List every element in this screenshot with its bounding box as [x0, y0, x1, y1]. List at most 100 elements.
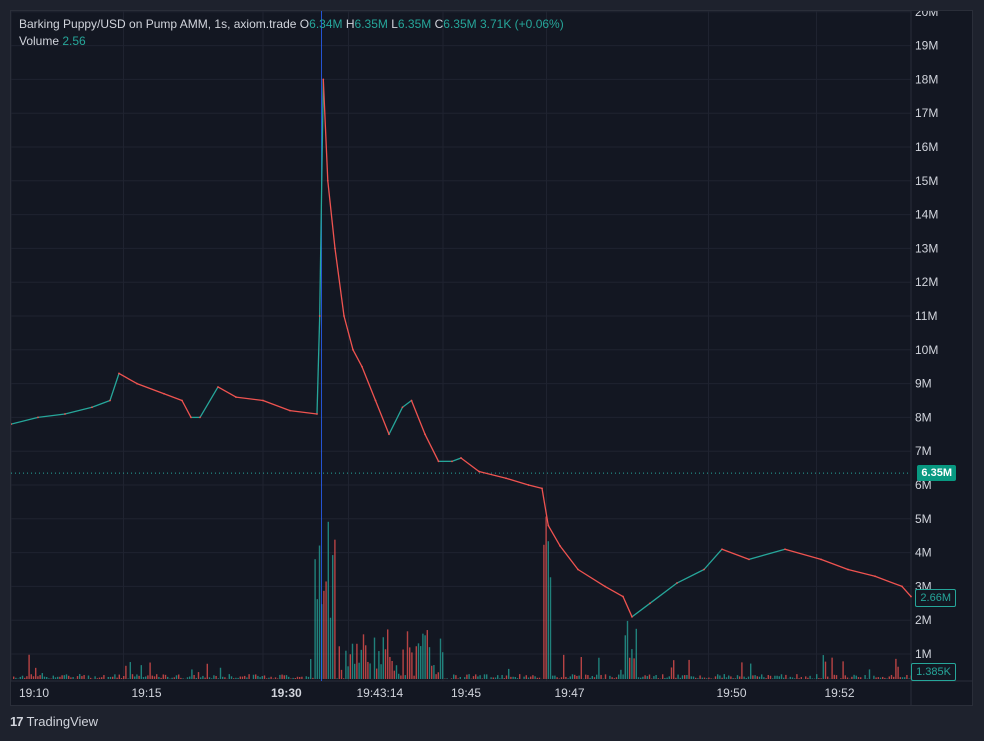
- volume-bar: [769, 675, 772, 679]
- volume-bar: [620, 669, 622, 679]
- volume-bar: [587, 675, 589, 679]
- chart-pane[interactable]: 1M 2M 3M 4M 5M 6M 7M 8M 9M 10M 11M 12M 13M 14M 15M 16M 1…: [10, 10, 973, 706]
- volume-bar: [578, 675, 580, 679]
- price-point: [64, 413, 66, 415]
- volume-bar: [384, 649, 387, 679]
- volume-bar: [46, 676, 48, 679]
- price-segment: [547, 525, 561, 547]
- volume-bar: [96, 678, 98, 679]
- volume-bar: [648, 674, 651, 679]
- volume-bar: [417, 643, 420, 679]
- volume-bar: [688, 659, 690, 679]
- volume-bar: [94, 676, 96, 679]
- price-chart[interactable]: 1M2M3M4M5M6M7M8M9M10M11M12M13M14M15M16M1…: [11, 11, 973, 706]
- volume-bar: [527, 677, 530, 679]
- volume-bar: [785, 674, 787, 679]
- volume-bar: [327, 521, 329, 679]
- volume-bar: [499, 678, 501, 679]
- volume-bar: [127, 678, 129, 679]
- volume-bar: [114, 674, 116, 679]
- price-point: [460, 457, 462, 459]
- volume-bar: [351, 643, 354, 679]
- symbol-title: Barking Puppy/USD on Pump AMM, 1s, axiom…: [19, 17, 297, 31]
- volume-bar: [354, 663, 356, 679]
- volume-bar: [369, 663, 371, 679]
- volume-bar: [741, 662, 743, 679]
- volume-bar: [314, 559, 316, 679]
- volume-bar: [367, 661, 369, 679]
- volume-bar: [268, 677, 270, 679]
- volume-bar: [189, 676, 191, 679]
- volume-bar: [24, 677, 26, 679]
- volume-bar: [622, 674, 624, 679]
- y-tick-label: 12M: [915, 275, 938, 289]
- volume-bar: [670, 667, 673, 679]
- price-point: [604, 585, 606, 588]
- volume-bar: [422, 633, 424, 679]
- price-point: [199, 416, 201, 419]
- price-segment: [388, 406, 404, 435]
- volume-bar: [90, 677, 92, 679]
- volume-bar: [879, 677, 882, 679]
- volume-bar: [340, 669, 343, 679]
- volume-bar: [224, 677, 226, 679]
- volume-bar: [840, 678, 842, 679]
- y-tick-label: 4M: [915, 546, 932, 560]
- volume-bar: [664, 677, 666, 679]
- volume-bar: [233, 678, 235, 679]
- volume-bar: [686, 675, 688, 679]
- price-segment: [478, 470, 507, 479]
- y-tick-label: 18M: [915, 72, 938, 86]
- volume-value: 2.56: [62, 34, 86, 48]
- volume-bar: [809, 675, 811, 679]
- volume-bar: [888, 676, 890, 679]
- volume-bar: [855, 675, 857, 679]
- price-point: [847, 568, 849, 571]
- volume-bar: [415, 646, 417, 679]
- volume-bar: [882, 676, 884, 679]
- volume-bar: [180, 677, 182, 679]
- volume-bar: [191, 669, 193, 679]
- volume-bar: [556, 677, 558, 679]
- price-point: [541, 487, 543, 490]
- volume-bar: [107, 676, 109, 679]
- price-segment: [91, 399, 111, 408]
- volume-bar: [186, 677, 189, 679]
- volume-bar: [244, 675, 246, 679]
- volume-bar: [635, 628, 637, 679]
- volume-bar: [646, 676, 648, 679]
- volume-bar: [772, 678, 774, 679]
- volume-bar: [745, 678, 747, 679]
- volume-bar: [492, 677, 494, 679]
- price-point: [91, 406, 93, 409]
- volume-bar: [83, 675, 85, 679]
- high-label: H: [345, 17, 355, 31]
- volume-bar: [596, 674, 598, 679]
- volume-bar: [362, 634, 365, 679]
- volume-bar: [763, 677, 765, 679]
- volume-bar: [167, 676, 169, 679]
- volume-bar: [719, 675, 721, 679]
- tradingview-logo-icon[interactable]: 17: [10, 714, 24, 729]
- volume-bar: [611, 677, 613, 679]
- volume-label: Volume: [19, 34, 60, 48]
- volume-bar: [404, 675, 406, 679]
- volume-bar: [63, 675, 65, 679]
- volume-bar: [816, 674, 818, 679]
- price-point: [326, 179, 329, 182]
- volume-bar: [248, 674, 250, 679]
- volume-bar: [668, 676, 670, 679]
- volume-bar: [125, 665, 127, 679]
- volume-bar: [827, 676, 829, 679]
- price-segment: [748, 548, 786, 560]
- volume-bar: [230, 676, 233, 679]
- volume-bar: [699, 675, 701, 679]
- volume-bar: [479, 675, 481, 679]
- brand-name[interactable]: TradingView: [26, 714, 99, 729]
- volume-bar: [895, 658, 897, 679]
- volume-bar: [182, 678, 184, 679]
- volume-bar: [717, 674, 719, 679]
- volume-bar: [70, 677, 72, 679]
- price-point: [527, 484, 530, 486]
- volume-bar: [747, 676, 750, 679]
